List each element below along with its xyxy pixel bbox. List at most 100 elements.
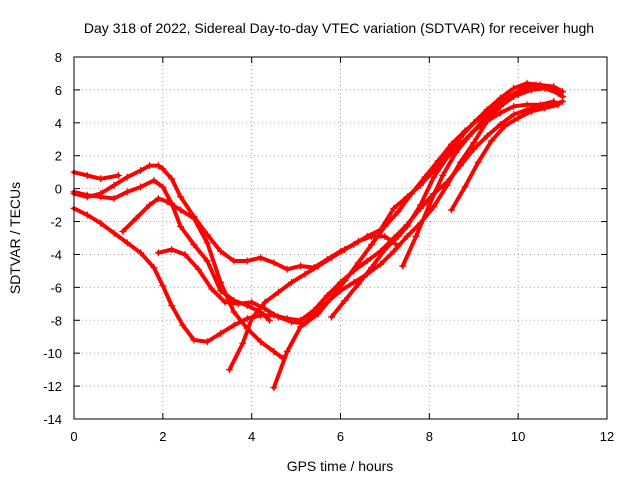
data-point — [496, 121, 504, 128]
data-point — [297, 323, 304, 331]
data-point — [381, 246, 389, 253]
data-point — [412, 232, 420, 240]
data-point — [510, 84, 518, 92]
data-point — [510, 111, 518, 119]
data-point — [146, 162, 153, 170]
y-tick-label: -6 — [50, 280, 62, 295]
data-point — [283, 348, 291, 355]
data-point — [265, 316, 273, 324]
data-point — [416, 201, 424, 209]
x-tick-label: 10 — [511, 429, 525, 444]
data-point — [341, 297, 349, 304]
data-point — [177, 193, 185, 201]
series-track-5 — [119, 195, 287, 362]
data-point — [368, 264, 376, 272]
data-point — [354, 237, 362, 245]
data-point — [159, 183, 167, 191]
data-point — [452, 148, 460, 156]
data-point — [448, 140, 455, 148]
data-point — [97, 193, 105, 201]
series-track-10 — [399, 81, 567, 270]
data-point — [110, 195, 118, 202]
data-point — [390, 247, 398, 255]
data-point — [479, 117, 487, 125]
series-track-11 — [448, 101, 562, 214]
series-track-1 — [70, 168, 122, 183]
x-tick-label: 6 — [337, 429, 344, 444]
x-axis-title: GPS time / hours — [287, 458, 394, 474]
data-point — [461, 127, 469, 135]
data-point — [274, 313, 282, 321]
data-point — [168, 246, 176, 253]
series-line — [120, 196, 285, 361]
data-point — [323, 292, 331, 300]
data-point — [496, 94, 504, 102]
data-point — [190, 336, 198, 344]
data-point — [461, 183, 469, 191]
chart-title: Day 318 of 2022, Sidereal Day-to-day VTE… — [84, 20, 594, 36]
data-point — [408, 190, 416, 198]
data-point — [532, 81, 540, 89]
data-point — [181, 251, 189, 258]
data-point — [354, 259, 362, 267]
data-point — [474, 158, 482, 166]
data-point — [168, 302, 176, 309]
data-point — [492, 104, 500, 112]
data-point — [368, 241, 376, 249]
series-line — [227, 234, 401, 372]
y-tick-label: 6 — [55, 83, 62, 98]
data-point — [496, 109, 504, 117]
data-point — [217, 247, 225, 255]
data-point — [159, 282, 167, 290]
data-point — [456, 158, 464, 166]
data-point — [545, 84, 553, 92]
y-tick-label: -8 — [50, 313, 62, 328]
data-point — [523, 101, 531, 109]
data-point — [421, 173, 429, 181]
data-point — [394, 232, 402, 240]
data-point — [221, 298, 229, 306]
data-point — [203, 239, 211, 247]
data-point — [363, 257, 371, 265]
data-point — [261, 298, 269, 306]
y-tick-label: 4 — [55, 116, 62, 131]
data-point — [154, 162, 162, 170]
y-tick-label: 0 — [55, 182, 62, 197]
data-point — [274, 288, 282, 296]
x-tick-label: 4 — [248, 429, 255, 444]
data-point — [137, 249, 145, 257]
data-point — [381, 232, 389, 240]
y-tick-label: 2 — [55, 149, 62, 164]
data-point — [403, 232, 411, 240]
data-point — [514, 114, 522, 122]
data-point — [270, 384, 278, 392]
data-point — [430, 203, 438, 211]
series-track-7 — [226, 232, 402, 374]
data-point — [190, 214, 198, 222]
data-point — [448, 206, 455, 214]
data-point — [179, 321, 187, 329]
data-point — [443, 153, 451, 161]
data-point — [403, 223, 411, 230]
data-point — [110, 181, 118, 189]
data-point — [554, 101, 562, 109]
data-point — [150, 176, 158, 184]
y-tick-label: -14 — [43, 412, 62, 427]
data-point — [226, 366, 233, 374]
data-point — [465, 132, 473, 140]
data-point — [83, 191, 91, 199]
data-point — [203, 257, 211, 265]
data-point — [217, 278, 225, 286]
data-point — [132, 214, 140, 222]
data-point — [123, 188, 131, 196]
y-tick-label: -10 — [43, 346, 62, 361]
y-tick-label: -12 — [43, 379, 62, 394]
data-point — [163, 198, 171, 206]
data-point — [434, 157, 442, 165]
data-point — [270, 259, 278, 267]
y-tick-label: 8 — [55, 50, 62, 65]
data-point — [119, 227, 127, 235]
data-point — [430, 173, 438, 181]
data-point — [248, 298, 256, 306]
data-point — [154, 249, 162, 257]
